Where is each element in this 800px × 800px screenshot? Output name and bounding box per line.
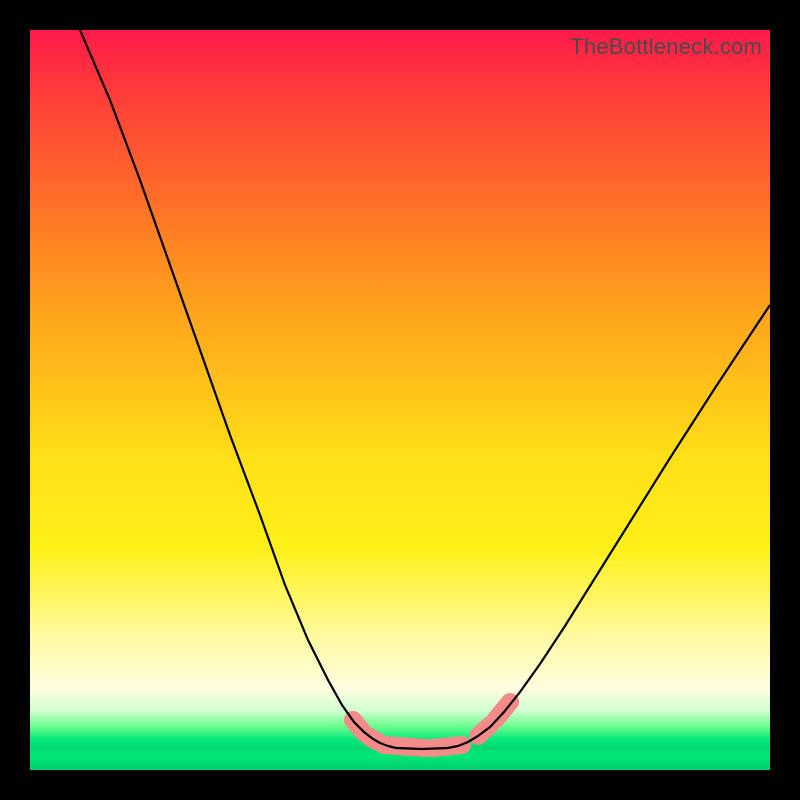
chart-frame: TheBottleneck.com <box>0 0 800 800</box>
curve-bottom <box>396 748 448 749</box>
plot-area: TheBottleneck.com <box>30 30 770 770</box>
curve-right <box>448 305 770 748</box>
watermark-text: TheBottleneck.com <box>570 34 762 60</box>
chart-svg <box>30 30 770 770</box>
curve-marker <box>496 702 510 719</box>
curve-left <box>80 30 396 748</box>
